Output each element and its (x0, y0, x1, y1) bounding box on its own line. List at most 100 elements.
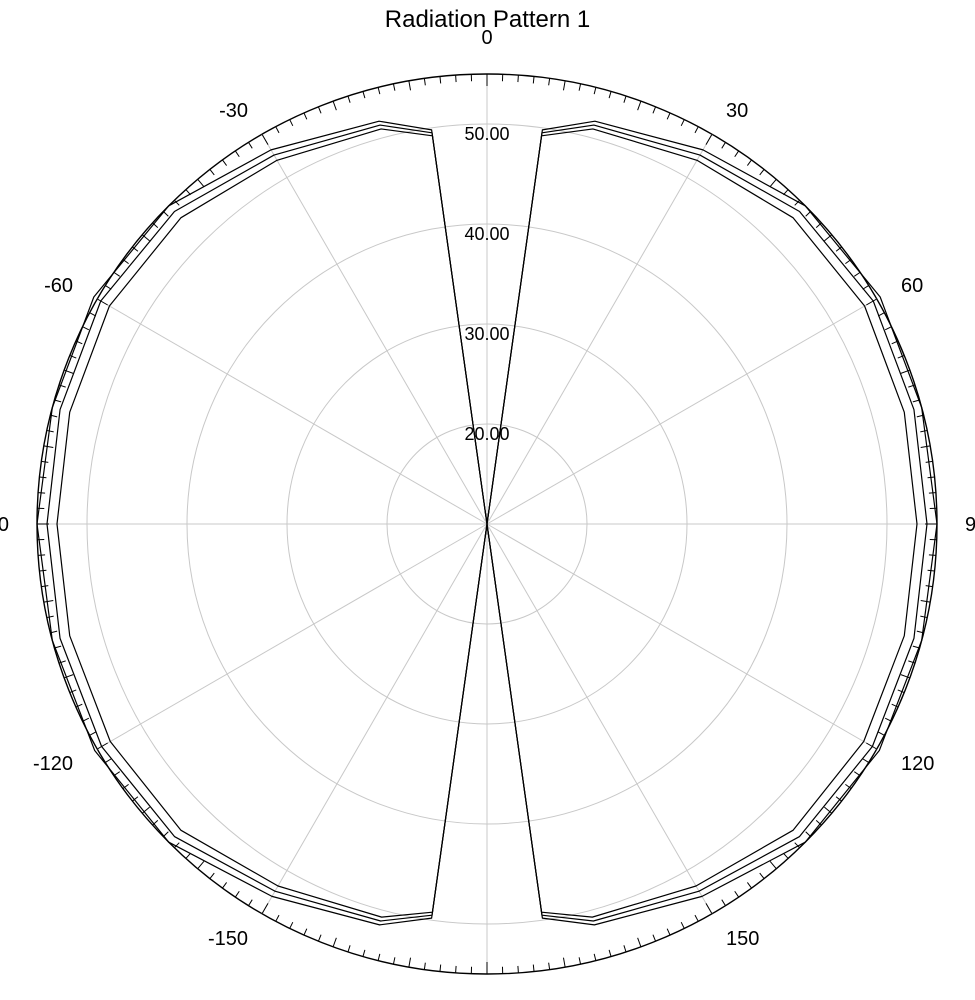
angle-label: -90 (0, 514, 9, 536)
minor-tick (624, 945, 626, 952)
minor-tick (747, 160, 751, 166)
series-trace-1 (37, 121, 487, 925)
angle-label: -60 (44, 275, 73, 297)
minor-tick (363, 91, 365, 98)
minor-tick (210, 169, 214, 175)
minor-tick (563, 81, 565, 90)
minor-tick (579, 84, 580, 91)
radial-label: 30.00 (464, 324, 509, 344)
minor-tick (378, 954, 380, 961)
minor-tick (83, 327, 89, 330)
minor-tick (44, 446, 53, 448)
minor-tick (594, 87, 596, 94)
minor-tick (760, 873, 764, 879)
minor-tick (276, 127, 279, 133)
minor-tick (921, 446, 930, 448)
angle-label: 150 (726, 928, 759, 950)
minor-tick (898, 690, 904, 693)
minor-tick (235, 891, 239, 897)
minor-tick (920, 430, 927, 431)
minor-tick (695, 915, 698, 921)
minor-tick (393, 957, 394, 964)
minor-tick (549, 963, 550, 970)
minor-tick (409, 958, 411, 967)
series-trace-5 (487, 125, 927, 921)
minor-tick (667, 929, 670, 935)
minor-tick (735, 151, 739, 157)
minor-tick (210, 873, 214, 879)
major-tick (706, 134, 712, 144)
minor-tick (378, 87, 380, 94)
minor-tick (533, 76, 534, 83)
minor-tick (885, 327, 891, 330)
minor-tick (304, 929, 307, 935)
minor-tick (105, 759, 111, 763)
chart-title: Radiation Pattern 1 (0, 6, 975, 34)
chart-container: Radiation Pattern 1 0306090120150-180-15… (0, 0, 975, 1000)
minor-tick (549, 78, 550, 85)
minor-tick (770, 861, 776, 868)
angle-label: -150 (208, 928, 248, 950)
minor-tick (735, 891, 739, 897)
minor-tick (747, 882, 751, 888)
major-tick (97, 299, 107, 305)
minor-tick (290, 120, 293, 126)
minor-tick (235, 151, 239, 157)
major-tick (262, 903, 268, 913)
minor-tick (249, 142, 253, 148)
minor-tick (921, 600, 930, 602)
minor-tick (304, 113, 307, 119)
polar-plot: 0306090120150-180-150-120-90-60-3020.003… (0, 0, 975, 1000)
minor-tick (681, 120, 684, 126)
minor-tick (783, 853, 788, 858)
minor-tick (47, 430, 54, 431)
minor-tick (290, 922, 293, 928)
minor-tick (722, 142, 726, 148)
minor-tick (770, 179, 776, 186)
minor-tick (594, 954, 596, 961)
minor-tick (198, 861, 204, 868)
radial-label: 50.00 (464, 124, 509, 144)
angle-label: 30 (726, 100, 748, 122)
minor-tick (222, 882, 226, 888)
major-tick (706, 903, 712, 913)
radial-label: 40.00 (464, 224, 509, 244)
minor-tick (318, 107, 321, 113)
minor-tick (348, 945, 350, 952)
minor-tick (363, 950, 365, 957)
minor-tick (348, 96, 350, 103)
series-trace-3 (57, 129, 487, 917)
minor-tick (653, 107, 656, 113)
minor-tick (563, 958, 565, 967)
minor-tick (667, 113, 670, 119)
minor-tick (609, 91, 611, 98)
series-trace-4 (487, 121, 937, 925)
major-tick (262, 134, 268, 144)
minor-tick (824, 235, 831, 241)
angle-label: -30 (219, 100, 248, 122)
angle-label: -120 (33, 753, 73, 775)
minor-tick (90, 732, 96, 735)
minor-tick (638, 938, 641, 947)
minor-tick (424, 78, 425, 85)
major-tick (866, 299, 876, 305)
minor-tick (198, 179, 204, 186)
minor-tick (222, 160, 226, 166)
minor-tick (409, 81, 411, 90)
series-trace-6 (487, 129, 917, 917)
minor-tick (722, 900, 726, 906)
minor-tick (863, 759, 869, 763)
minor-tick (44, 600, 53, 602)
minor-tick (318, 935, 321, 941)
minor-tick (695, 127, 698, 133)
minor-tick (533, 965, 534, 972)
angle-label: 60 (901, 275, 923, 297)
minor-tick (920, 616, 927, 617)
minor-tick (638, 101, 641, 110)
minor-tick (333, 938, 336, 947)
minor-tick (142, 235, 149, 241)
angle-label: 120 (901, 753, 934, 775)
minor-tick (878, 732, 884, 735)
minor-tick (333, 101, 336, 110)
minor-tick (681, 922, 684, 928)
